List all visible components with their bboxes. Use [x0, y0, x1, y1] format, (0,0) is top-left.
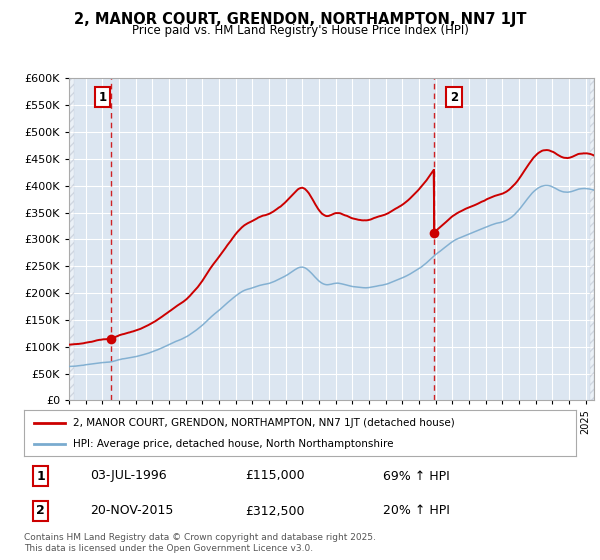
Text: 69% ↑ HPI: 69% ↑ HPI: [383, 469, 449, 483]
Text: £115,000: £115,000: [245, 469, 304, 483]
Text: 1: 1: [36, 469, 45, 483]
Text: 03-JUL-1996: 03-JUL-1996: [90, 469, 167, 483]
Text: 2: 2: [36, 505, 45, 517]
Text: 20-NOV-2015: 20-NOV-2015: [90, 505, 173, 517]
Text: HPI: Average price, detached house, North Northamptonshire: HPI: Average price, detached house, Nort…: [73, 439, 393, 449]
Text: Price paid vs. HM Land Registry's House Price Index (HPI): Price paid vs. HM Land Registry's House …: [131, 24, 469, 36]
Text: 2, MANOR COURT, GRENDON, NORTHAMPTON, NN7 1JT (detached house): 2, MANOR COURT, GRENDON, NORTHAMPTON, NN…: [73, 418, 454, 428]
Text: 2, MANOR COURT, GRENDON, NORTHAMPTON, NN7 1JT: 2, MANOR COURT, GRENDON, NORTHAMPTON, NN…: [74, 12, 526, 27]
Text: 1: 1: [98, 91, 106, 104]
Text: Contains HM Land Registry data © Crown copyright and database right 2025.
This d: Contains HM Land Registry data © Crown c…: [24, 533, 376, 553]
Text: 20% ↑ HPI: 20% ↑ HPI: [383, 505, 449, 517]
Text: 2: 2: [450, 91, 458, 104]
Text: £312,500: £312,500: [245, 505, 304, 517]
